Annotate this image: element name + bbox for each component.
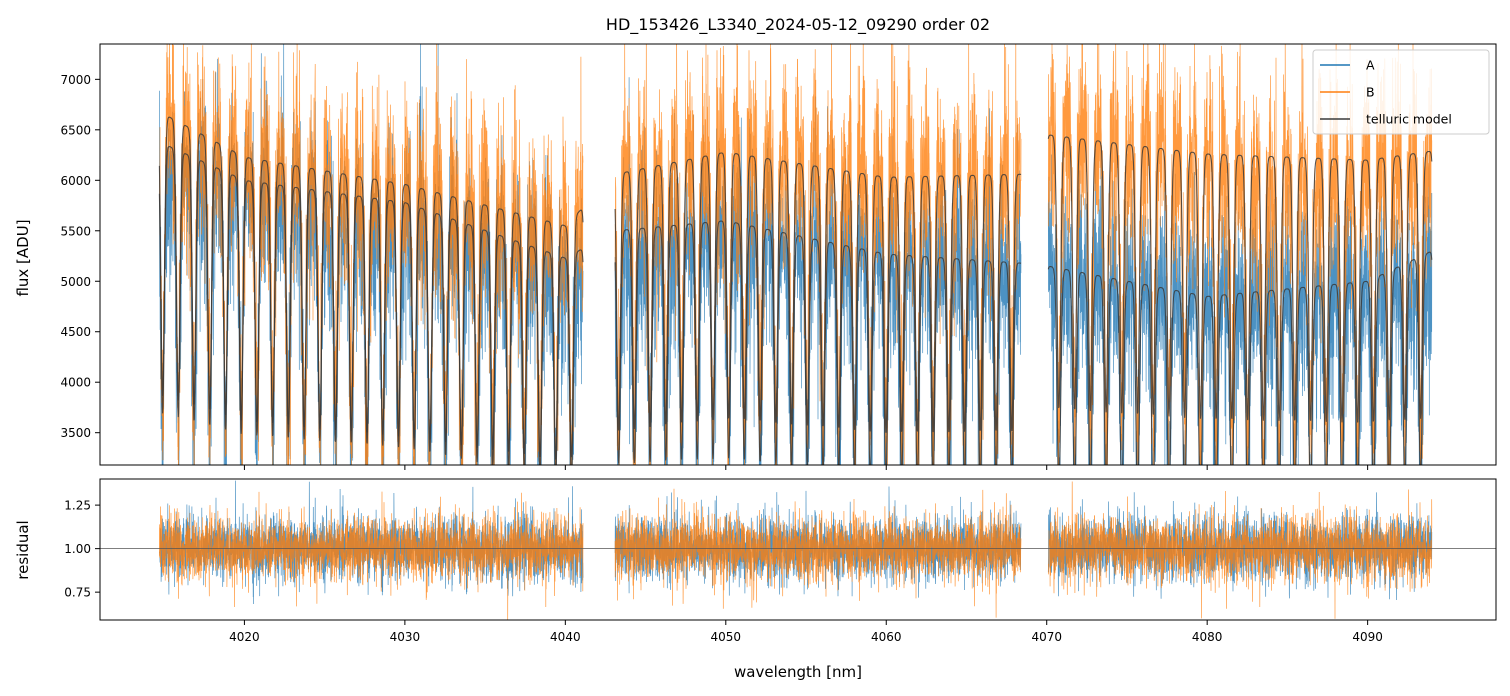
flux-plot-area bbox=[158, 44, 1433, 465]
wavelength-tick-label: 4070 bbox=[1031, 630, 1062, 644]
wavelength-tick-label: 4030 bbox=[390, 630, 421, 644]
flux-y-tick-label: 4500 bbox=[60, 325, 91, 339]
flux-y-axis: 3500 4000 4500 5000 5500 6000 6500 7000 bbox=[60, 73, 100, 440]
flux-y-tick-label: 3500 bbox=[60, 426, 91, 440]
figure-title: HD_153426_L3340_2024-05-12_09290 order 0… bbox=[606, 15, 990, 35]
legend-label-b: B bbox=[1366, 85, 1375, 100]
flux-y-tick-label: 5000 bbox=[60, 275, 91, 289]
flux-x-axis bbox=[243, 465, 1369, 470]
residual-plot-area bbox=[100, 480, 1496, 620]
wavelength-tick-label: 4020 bbox=[229, 630, 260, 644]
residual-panel-frame bbox=[99, 478, 1497, 621]
telluric-model-line-a bbox=[158, 146, 1433, 465]
flux-panel: 3500 4000 4500 5000 5500 6000 6500 7000 flux [A… bbox=[14, 43, 1497, 470]
residual-y-axis: 0.75 1.00 1.25 bbox=[64, 499, 100, 600]
residual-y-tick-label: 1.00 bbox=[64, 542, 91, 556]
residual-y-tick-label: 1.25 bbox=[64, 499, 91, 513]
legend-label-a: A bbox=[1366, 58, 1375, 73]
wavelength-tick-label: 4080 bbox=[1192, 630, 1223, 644]
flux-y-tick-label: 4000 bbox=[60, 376, 91, 390]
legend: A B telluric model bbox=[1312, 49, 1490, 135]
flux-y-tick-label: 6000 bbox=[60, 174, 91, 188]
residual-y-tick-label: 0.75 bbox=[64, 586, 91, 600]
residual-y-axis-label: residual bbox=[14, 520, 32, 579]
legend-box bbox=[1312, 49, 1490, 135]
wavelength-x-axis-label: wavelength [nm] bbox=[734, 663, 862, 681]
residual-panel: 0.75 1.00 1.25 4020 4030 4040 4050 4060 4070 408… bbox=[14, 478, 1497, 681]
wavelength-tick-label: 4050 bbox=[711, 630, 742, 644]
flux-y-tick-label: 5500 bbox=[60, 224, 91, 238]
flux-y-tick-label: 7000 bbox=[60, 73, 91, 87]
flux-panel-frame bbox=[99, 43, 1497, 466]
wavelength-tick-label: 4060 bbox=[871, 630, 902, 644]
legend-label-telluric: telluric model bbox=[1366, 112, 1452, 127]
residual-x-axis: 4020 4030 4040 4050 4060 4070 4080 4090 bbox=[229, 620, 1383, 644]
wavelength-tick-label: 4090 bbox=[1352, 630, 1383, 644]
wavelength-tick-label: 4040 bbox=[550, 630, 581, 644]
flux-y-tick-label: 6500 bbox=[60, 123, 91, 137]
flux-y-axis-label: flux [ADU] bbox=[14, 219, 32, 296]
telluric-model-line-b bbox=[158, 116, 1433, 460]
